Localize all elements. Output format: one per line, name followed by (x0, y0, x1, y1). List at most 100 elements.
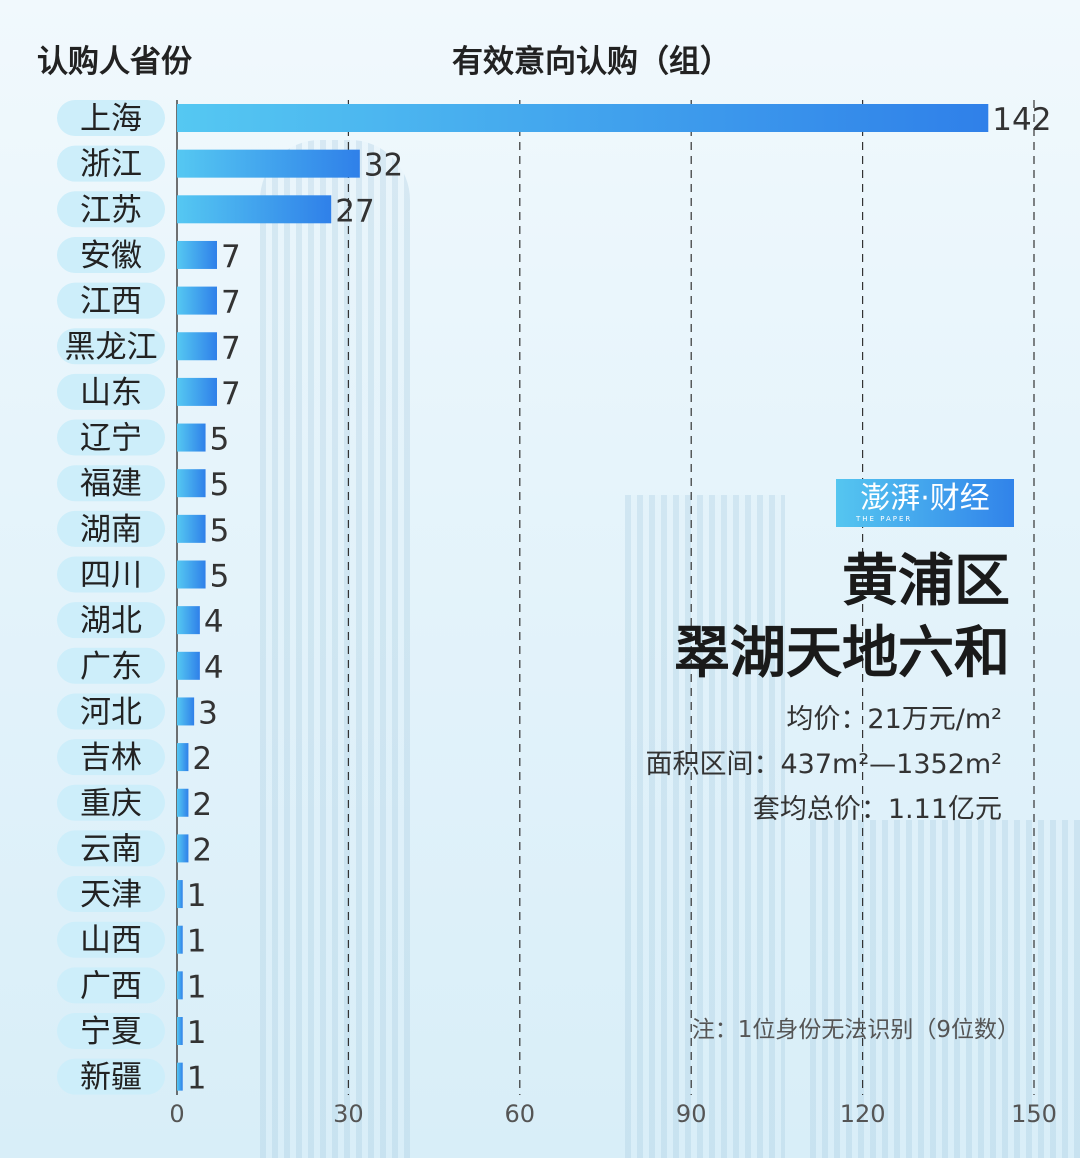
category-pill (57, 191, 165, 228)
bar (177, 834, 189, 863)
background-building (810, 820, 1080, 1158)
category-label: 广东 (80, 649, 142, 685)
bar (177, 195, 332, 224)
bar (177, 651, 200, 680)
value-axis-title: 有效意向认购（组） (452, 44, 731, 80)
category-label: 重庆 (80, 786, 142, 822)
category-pill (57, 830, 165, 867)
bar (177, 1062, 183, 1091)
bar (177, 286, 217, 315)
avg-total-price: 套均总价：1.11亿元 (752, 794, 1002, 825)
value-label: 7 (221, 330, 241, 366)
category-pill (57, 556, 165, 593)
category-pill (57, 739, 165, 776)
x-tick-label: 60 (505, 1100, 536, 1128)
district-title: 黄浦区 (842, 549, 1010, 614)
background-building (260, 140, 410, 1158)
bar (177, 560, 206, 589)
category-pill (57, 328, 165, 365)
category-label: 浙江 (80, 147, 142, 183)
value-label: 5 (210, 513, 230, 549)
logo-subtext: THE PAPER (856, 515, 913, 523)
category-label: 江苏 (80, 192, 142, 228)
value-label: 5 (210, 467, 230, 503)
bar (177, 788, 189, 817)
category-label: 新疆 (80, 1060, 142, 1096)
category-pill (57, 465, 165, 502)
value-label: 1 (187, 1061, 207, 1097)
bar (177, 469, 206, 498)
category-pill (57, 236, 165, 273)
category-pill (57, 145, 165, 182)
project-title: 翠湖天地六和 (674, 621, 1010, 686)
x-tick-label: 150 (1011, 1100, 1057, 1128)
value-label: 7 (221, 285, 241, 321)
value-label: 5 (210, 559, 230, 595)
footnote: 注：1位身份无法识别（9位数） (691, 1017, 1020, 1043)
category-axis-title: 认购人省份 (37, 44, 192, 80)
category-pill (57, 419, 165, 456)
avg-price: 均价：21万元/m² (786, 704, 1002, 735)
bar (177, 377, 217, 406)
bar (177, 697, 195, 726)
category-label: 湖南 (80, 512, 142, 548)
category-pill (57, 647, 165, 684)
category-label: 山东 (80, 375, 142, 411)
category-label: 宁夏 (80, 1014, 142, 1050)
bar (177, 104, 989, 132)
category-label: 广西 (80, 968, 142, 1004)
value-label: 7 (221, 239, 241, 275)
category-label: 天津 (80, 877, 142, 913)
value-label: 7 (221, 376, 241, 412)
value-label: 142 (992, 102, 1051, 138)
category-label: 山西 (80, 923, 142, 959)
value-label: 4 (204, 650, 224, 686)
category-pill (57, 1058, 165, 1095)
bar (177, 880, 183, 909)
value-label: 2 (192, 741, 212, 777)
bar (177, 514, 206, 543)
category-label: 云南 (80, 831, 142, 867)
category-pill (57, 100, 165, 136)
category-label: 福建 (80, 466, 142, 502)
value-label: 32 (364, 148, 403, 184)
category-label: 黑龙江 (65, 329, 158, 365)
logo-text: 澎湃·财经 (860, 481, 990, 516)
category-pill (57, 921, 165, 958)
category-label: 河北 (80, 694, 142, 730)
category-label: 湖北 (80, 603, 142, 639)
bar (177, 423, 206, 452)
bar (177, 743, 189, 772)
value-label: 2 (192, 787, 212, 823)
x-tick-label: 30 (333, 1100, 364, 1128)
bar (177, 1017, 183, 1045)
bar (177, 332, 217, 361)
x-tick-label: 90 (676, 1100, 707, 1128)
value-label: 1 (187, 924, 207, 960)
category-pill (57, 784, 165, 821)
value-label: 1 (187, 1015, 207, 1051)
value-label: 27 (335, 193, 374, 229)
value-label: 3 (198, 695, 218, 731)
bar (177, 606, 200, 635)
thepaper-logo: 澎湃·财经 THE PAPER (836, 479, 1014, 527)
category-pill (57, 373, 165, 410)
value-label: 4 (204, 604, 224, 640)
category-pill (57, 967, 165, 1004)
category-label: 辽宁 (80, 421, 142, 457)
bar (177, 240, 217, 269)
background-building (625, 495, 785, 1158)
category-pill (57, 602, 165, 639)
category-label: 上海 (80, 101, 142, 137)
category-pill (57, 1013, 165, 1049)
value-label: 5 (210, 422, 230, 458)
value-label: 2 (192, 832, 212, 868)
category-pill (57, 282, 165, 319)
category-pill (57, 510, 165, 547)
bar (177, 971, 183, 1000)
value-label: 1 (187, 969, 207, 1005)
category-label: 四川 (80, 558, 142, 594)
category-label: 安徽 (80, 238, 142, 274)
bar (177, 149, 360, 178)
area-range: 面积区间：437m²—1352m² (645, 749, 1003, 780)
